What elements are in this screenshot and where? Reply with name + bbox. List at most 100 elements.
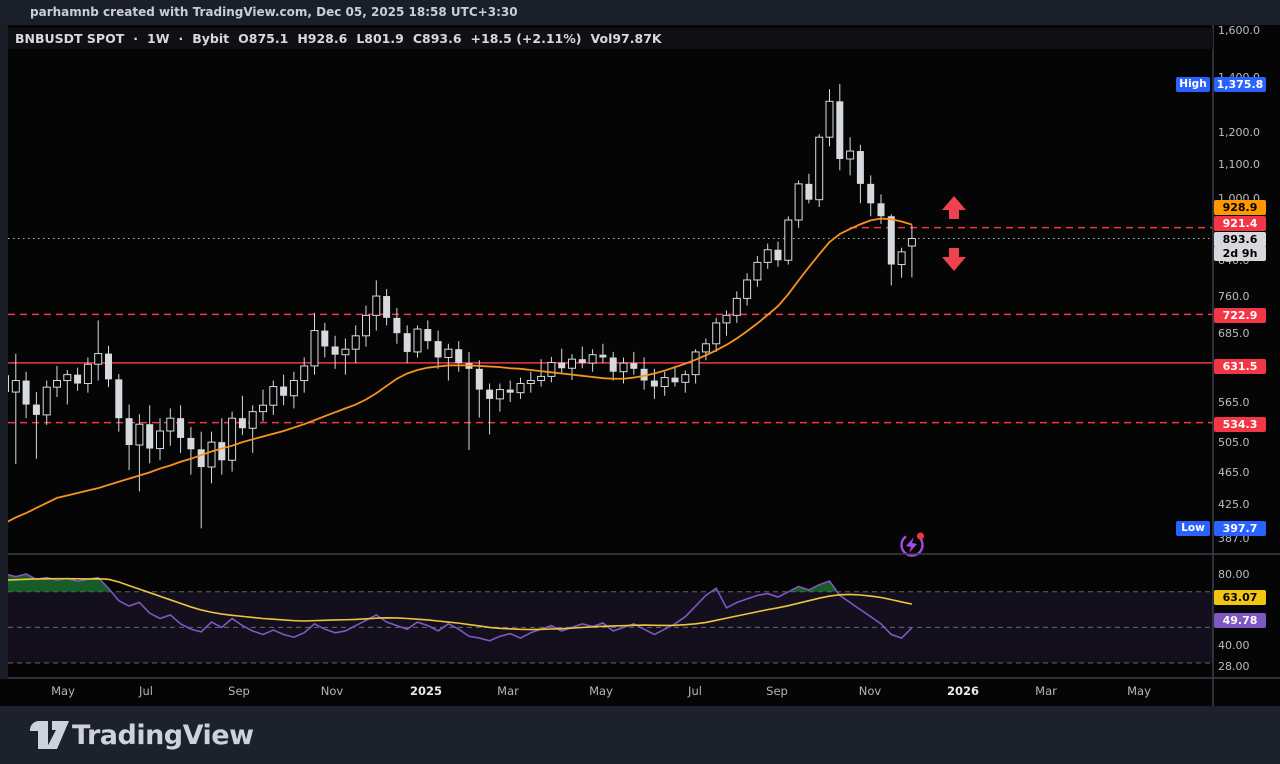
candle-body [280,386,288,396]
candle-body [784,219,793,261]
rsi-overbought-fill [8,574,112,592]
candle-body [794,183,803,221]
price-pane [8,84,1213,529]
candle-body [434,341,442,358]
ma-line [8,217,913,523]
symbol-legend: BNBUSDT SPOT · 1W · Bybit O875.1 H928.6 L801.9 C… [8,28,1213,49]
candle-body [660,377,669,388]
level-badge: 534.3 [1214,416,1266,432]
candle-body [516,383,525,394]
rsi-ma-badge: 63.07 [1214,589,1266,605]
high-low-tag: High [1176,76,1210,92]
candle-body [166,417,175,432]
candle-body [362,314,370,337]
candle-body [83,363,92,385]
candle-body [248,411,257,429]
candle-body [578,359,586,364]
candle-body [650,380,658,387]
candle-body [187,437,195,450]
candle-body [691,351,700,376]
legend-value: Vol97.87K [590,31,662,46]
candle-body [269,386,278,406]
candle-body [836,101,844,159]
low-price-badge: 397.7 [1214,520,1266,536]
candle-body [701,343,710,353]
legend-value: H928.6 [297,31,348,46]
candle-body [774,249,782,261]
candle-body [403,333,411,352]
candle-body [867,183,875,204]
candle-body [588,354,597,364]
price-axis-label: 685.0 [1218,327,1250,341]
candle-body [125,418,133,445]
candle-body [115,379,123,419]
candle-body [94,353,103,365]
level-badge: 722.9 [1214,307,1266,323]
down-arrow-drawing[interactable] [942,248,966,271]
candle-body [238,418,246,429]
candle-body [372,295,381,316]
time-axis-label: Jul [139,684,153,698]
candle-body [846,150,855,160]
candle-body [289,380,298,397]
candle-body [856,151,864,184]
candle-body [877,203,885,217]
tradingview-logo-icon [30,721,69,749]
candle-body [310,330,319,367]
rsi-line [8,573,913,642]
candle-body [743,279,752,299]
candle-body [506,389,514,393]
high-low-tag: Low [1176,520,1210,536]
candle-body [228,417,237,461]
candle-body [444,348,453,358]
candle-body [424,329,432,342]
candle-body [732,297,741,316]
time-axis-label: Nov [858,684,882,698]
time-axis-label: May [589,684,613,698]
symbol-title[interactable]: BNBUSDT SPOT [15,31,125,46]
candle-body [207,441,216,468]
time-axis-label: Mar [497,684,519,698]
legend-value: +18.5 (+2.11%) [470,31,582,46]
candle-body [630,363,638,369]
candle-body [11,380,20,393]
price-axis-label: 505.0 [1218,436,1250,450]
time-axis-label: Sep [766,684,788,698]
candle-body [218,442,226,461]
candle-body [383,296,391,318]
time-axis-label: Nov [320,684,344,698]
flash-icon[interactable] [897,530,926,559]
level-badge: 921.4 [1214,215,1266,231]
candle-body [351,335,360,350]
rsi-pane [8,573,1213,664]
level-badge: 631.5 [1214,358,1266,374]
price-axis-label: 1,600.0 [1218,23,1260,37]
candle-body [341,348,350,356]
candle-body [32,404,40,415]
candle-body [331,346,339,355]
candle-body [63,374,72,382]
candle-body [619,362,628,373]
last-price-badge: 893.6 [1214,231,1266,247]
candle-body [300,365,309,382]
attribution-bar: parhamnb created with TradingView.com, D… [0,0,1280,25]
rsi-badge: 49.78 [1214,612,1266,628]
countdown-badge: 2d 9h [1214,245,1266,261]
price-axis-label: 425.0 [1218,498,1250,512]
notification-dot [917,532,924,540]
up-arrow-drawing[interactable] [942,196,966,219]
high-price-badge: 1,375.8 [1214,76,1266,92]
candle-body [558,362,566,369]
candle-body [146,424,154,449]
candle-body [671,377,679,383]
candle-body [53,380,61,388]
rsi-overbought-fill [788,581,838,592]
legend-value: L801.9 [356,31,404,46]
candle-body [825,100,834,138]
candle-body [907,238,916,247]
candle-body [897,251,906,266]
legend-value: O875.1 [238,31,289,46]
tradingview-brand-text: TradingView [72,720,254,751]
